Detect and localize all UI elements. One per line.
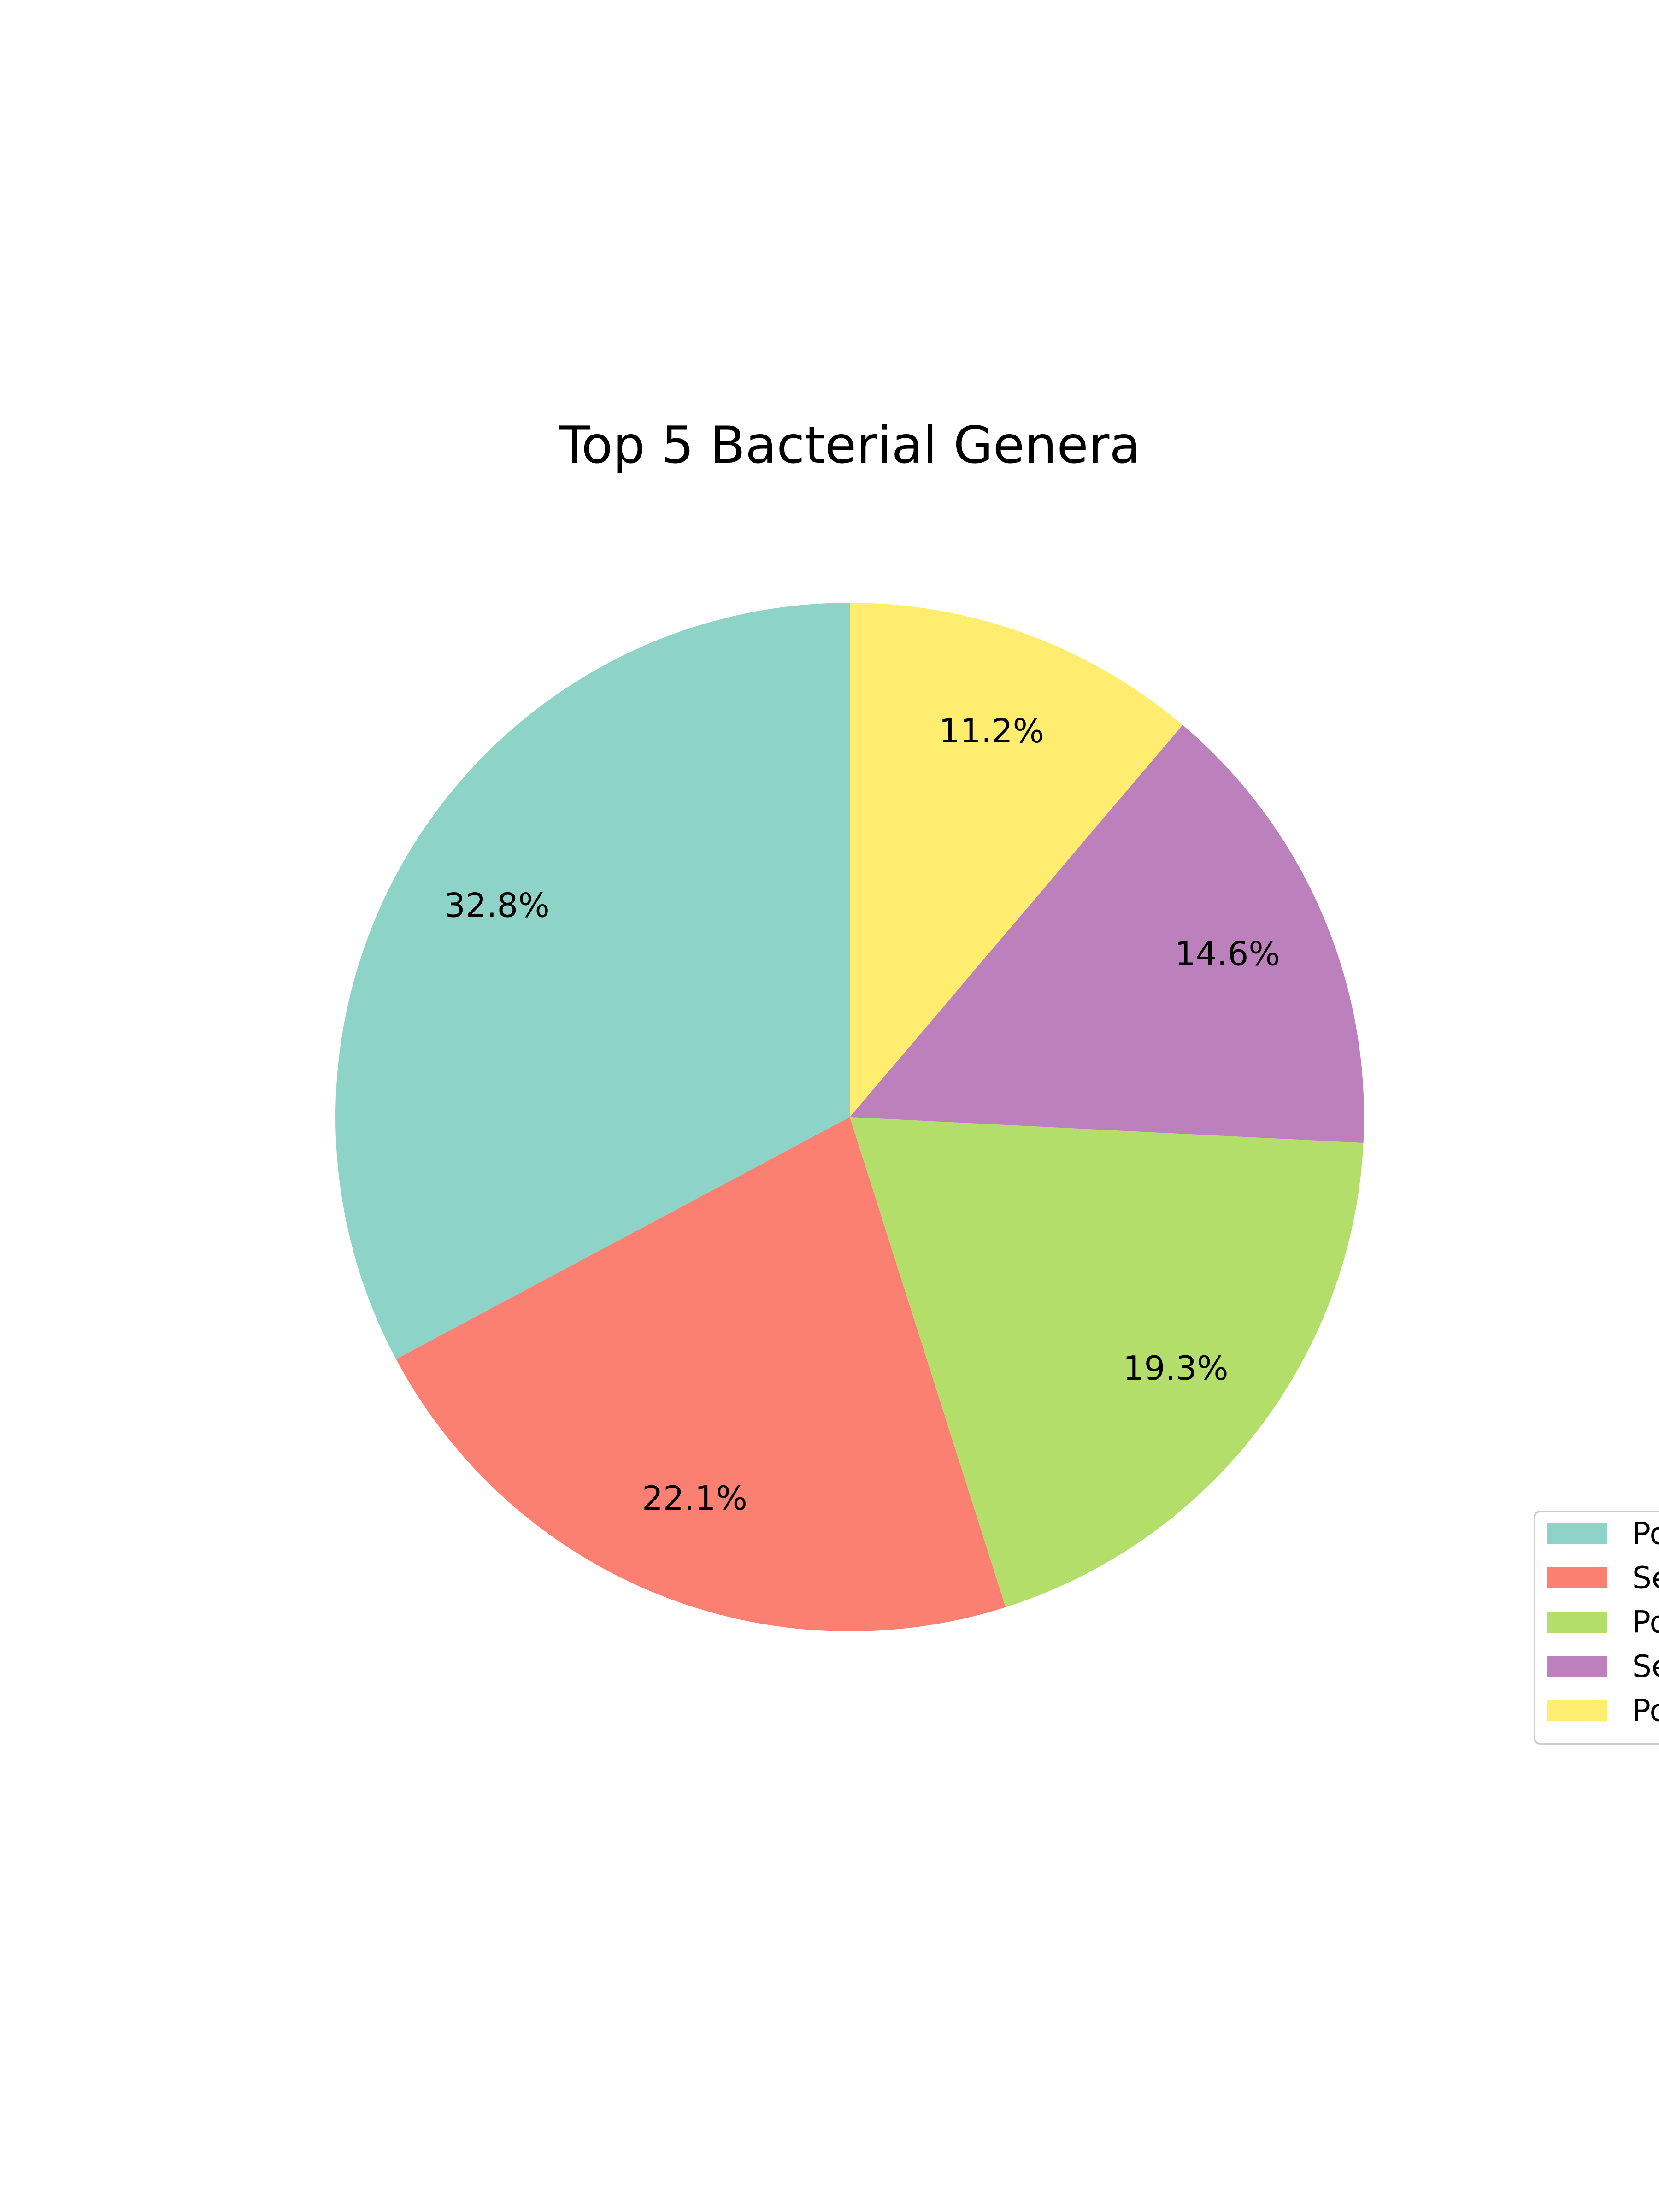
percent-label-1: 32.8% [444,886,550,925]
percent-label-4: 14.6% [1175,934,1280,973]
legend-label-5: Po [1632,1693,1659,1729]
legend-swatch-3 [1547,1612,1607,1633]
percent-labels: 32.8% 22.1% 19.3% 14.6% 11.2% [444,712,1280,1518]
legend-label-3: Po [1632,1605,1659,1640]
chart-title: Top 5 Bacterial Genera [559,416,1141,475]
legend-swatch-5 [1547,1700,1607,1721]
percent-label-5: 11.2% [939,712,1044,750]
pie-slice-1 [335,603,850,1359]
percent-label-2: 22.1% [642,1479,747,1518]
legend: Po Se Po Se Po [1534,1511,1659,1745]
legend-swatch-1 [1547,1523,1607,1544]
percent-label-3: 19.3% [1123,1349,1229,1388]
legend-swatch-4 [1547,1656,1607,1677]
pie-slice-4 [850,725,1364,1143]
pie-slice-2 [396,1117,1006,1631]
legend-label-4: Se [1632,1649,1659,1684]
pie-slices [335,603,1364,1631]
pie-slice-3 [850,1117,1364,1607]
legend-label-2: Se [1632,1560,1659,1596]
legend-label-1: Po [1632,1516,1659,1552]
pie-slice-5 [850,603,1183,1117]
legend-swatch-2 [1547,1567,1607,1588]
